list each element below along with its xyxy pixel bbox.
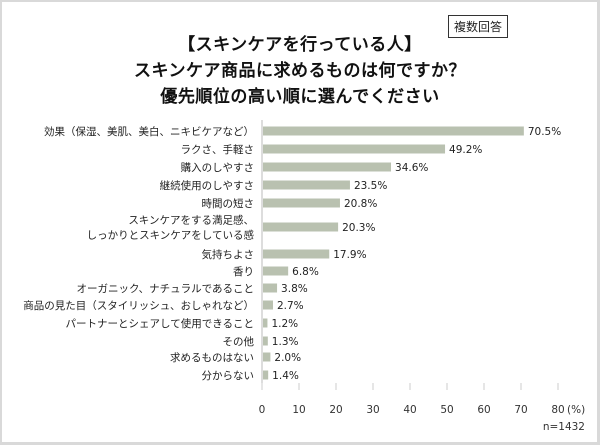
bar-value-label: 1.2% (271, 318, 298, 330)
bar (263, 126, 524, 136)
category-label: パートナーとシェアして使用できること (66, 317, 254, 330)
category-label: 購入のしやすさ (181, 161, 254, 174)
bar-value-label: 3.8% (281, 283, 308, 295)
category-label: ラクさ、手軽さ (181, 143, 255, 156)
bar (263, 266, 289, 276)
bar-value-label: 23.5% (354, 180, 387, 192)
x-tick-label: 70 (514, 404, 527, 416)
x-tick-label: 60 (477, 404, 490, 416)
bar (263, 336, 268, 346)
bar-value-label: 49.2% (449, 144, 482, 156)
bar-value-label: 6.8% (292, 266, 319, 278)
bar-value-label: 2.0% (274, 352, 301, 364)
category-label: その他 (223, 335, 255, 348)
category-label: 香り (233, 266, 254, 278)
bar-value-label: 70.5% (528, 126, 561, 138)
category-label: 継続使用のしやすさ (160, 179, 254, 192)
category-label: 気持ちよさ (202, 248, 255, 261)
category-label: 分からない (202, 370, 255, 382)
x-tick-label: 80 (551, 404, 564, 416)
chart-title-line-1: 【スキンケアを行っている人】 (178, 35, 422, 55)
bar (263, 249, 330, 259)
x-tick-label: 50 (440, 404, 453, 416)
category-label: オーガニック、ナチュラルであること (77, 283, 254, 295)
bar-value-label: 17.9% (333, 249, 366, 261)
bar-value-label: 20.3% (342, 222, 375, 234)
x-tick-label: 20 (329, 404, 342, 416)
chart-title-line-2: スキンケア商品に求めるものは何ですか？ (134, 61, 466, 81)
bar (263, 144, 446, 154)
bar (263, 318, 268, 328)
bar (263, 370, 269, 380)
category-label: しっかりとスキンケアをしている感 (87, 229, 255, 242)
bar-value-label: 1.3% (272, 336, 299, 348)
sample-size-note: n=1432 (543, 421, 585, 433)
x-tick-label: 10 (292, 404, 305, 416)
category-label: 時間の短さ (202, 197, 255, 210)
bar (263, 283, 278, 293)
category-label: 効果（保湿、美肌、美白、ニキビケアなど） (44, 125, 254, 138)
bar (263, 162, 392, 172)
category-label: 商品の見た目（スタイリッシュ、おしゃれなど） (23, 299, 254, 312)
bar-value-label: 1.4% (272, 370, 299, 382)
chart-title-line-3: 優先順位の高い順に選んでください (160, 87, 440, 107)
bar (263, 222, 339, 232)
x-tick-label: 30 (366, 404, 379, 416)
bar-value-label: 34.6% (395, 162, 428, 174)
category-label: 求めるものはない (170, 352, 254, 364)
x-tick-label: 40 (403, 404, 416, 416)
x-axis-unit: (%) (567, 404, 585, 416)
bar-value-label: 2.7% (277, 300, 304, 312)
bar (263, 180, 350, 190)
category-label: スキンケアをする満足感、 (128, 214, 254, 227)
x-tick-label: 0 (259, 404, 266, 416)
bar-value-label: 20.8% (344, 198, 377, 210)
bar (263, 352, 271, 362)
bar (263, 198, 340, 208)
bar (263, 300, 273, 310)
multiple-answer-badge: 複数回答 (448, 15, 509, 38)
